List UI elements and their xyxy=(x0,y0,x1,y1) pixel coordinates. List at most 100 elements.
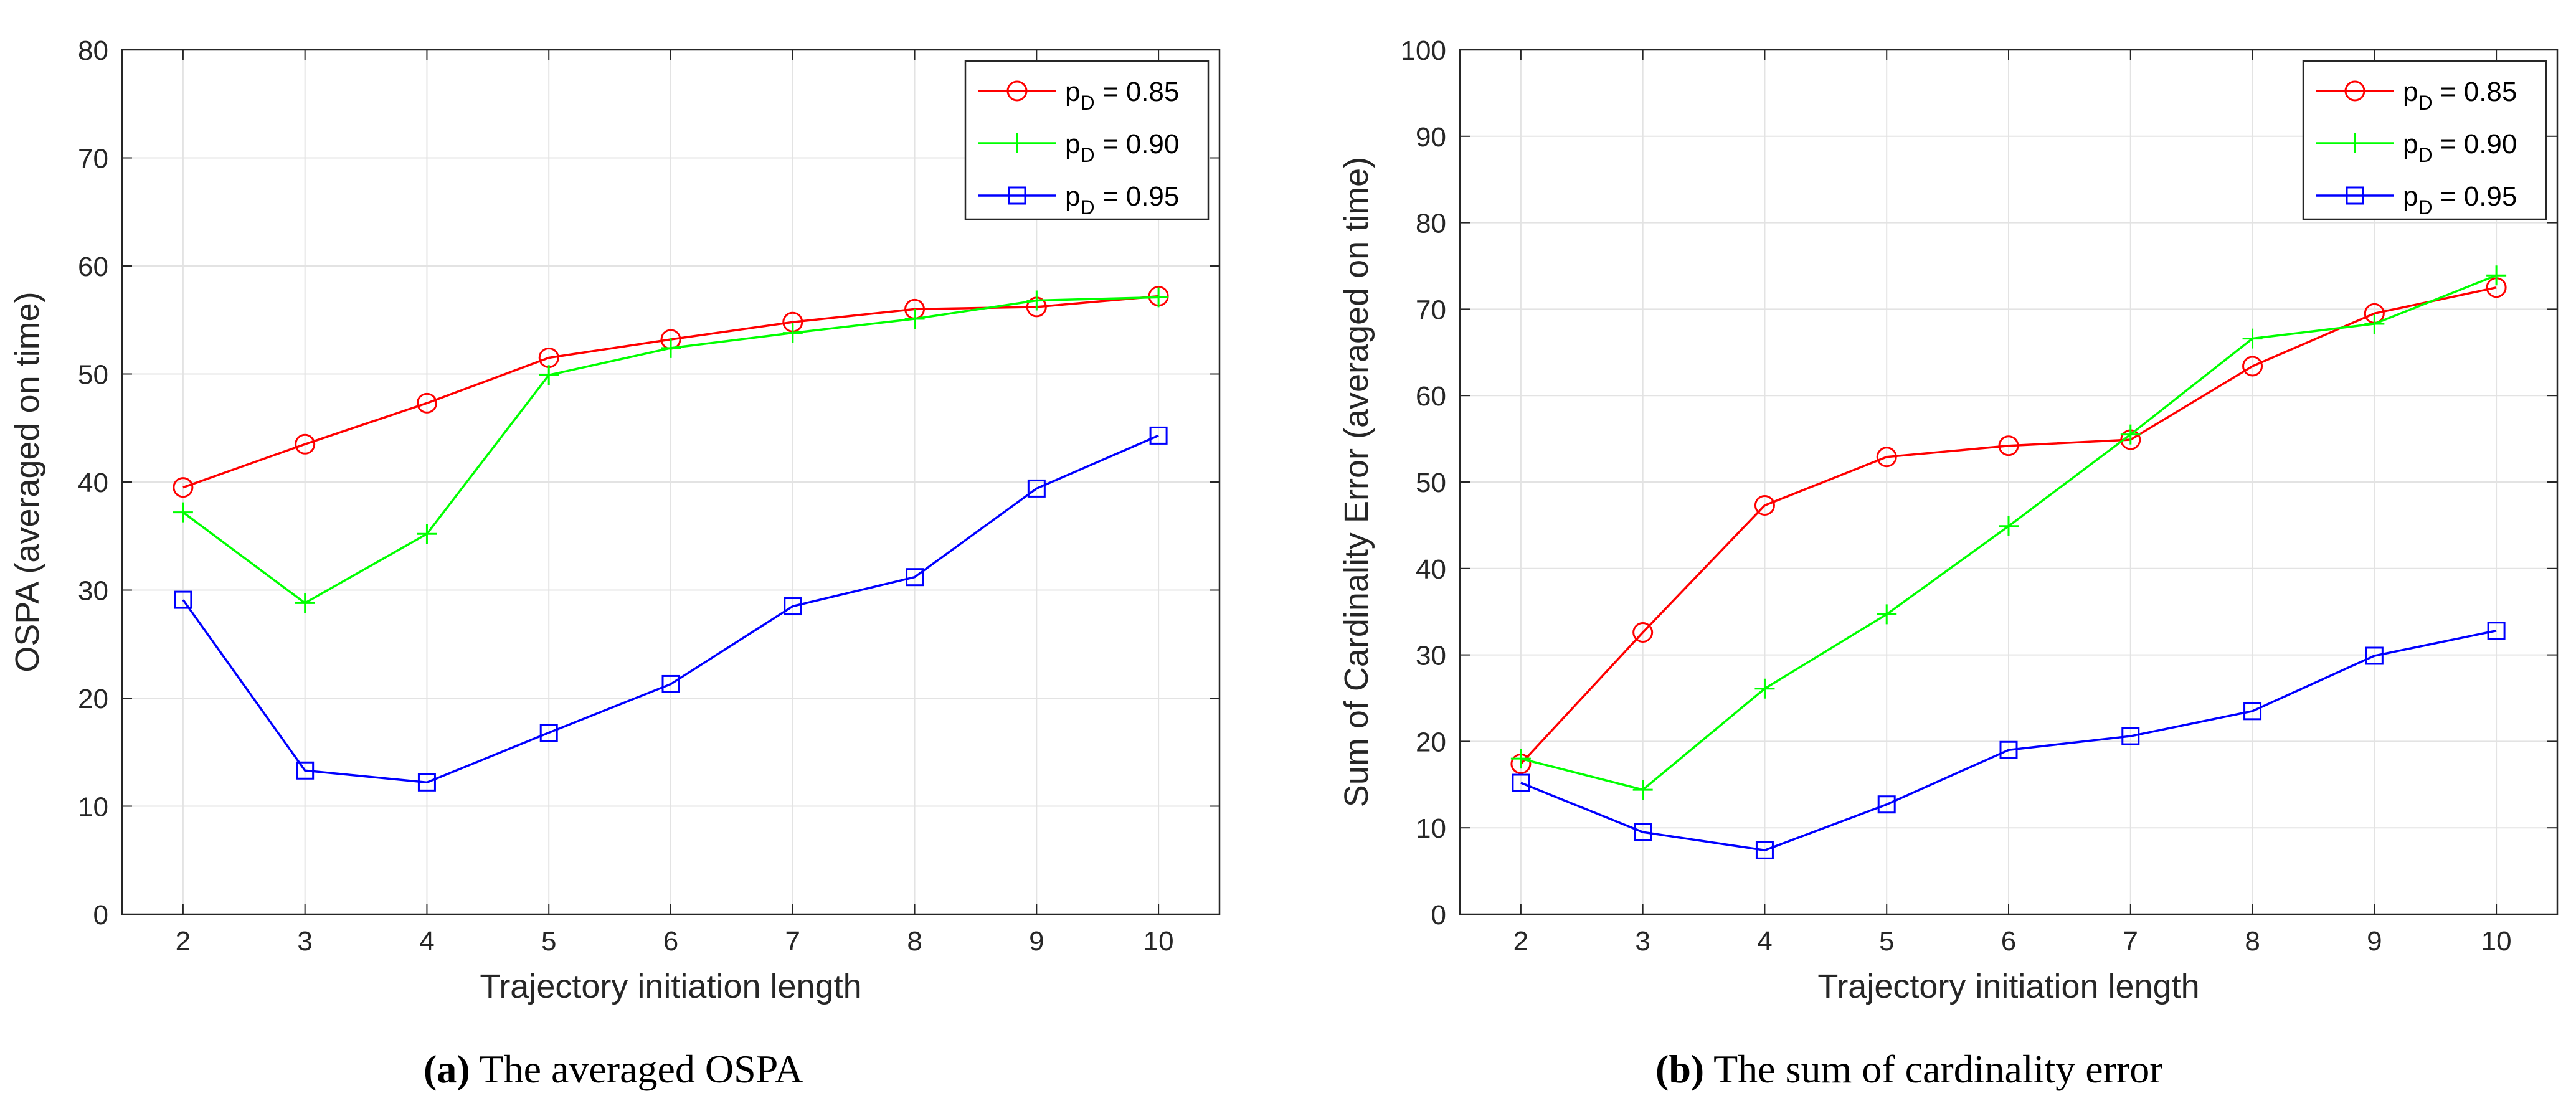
legend-marker-2 xyxy=(2346,186,2364,205)
series-1-point-7 xyxy=(1026,290,1047,311)
series-1-point-4 xyxy=(661,338,681,358)
y-tick-label-7: 70 xyxy=(78,144,108,174)
legend-label-2: pD = 0.95 xyxy=(1065,181,1179,219)
y-tick-label-5: 50 xyxy=(1416,468,1446,498)
legend-label-1: pD = 0.90 xyxy=(1065,129,1179,166)
series-2-point-5 xyxy=(2121,727,2140,745)
series-2 xyxy=(1512,622,2506,859)
series-2-line xyxy=(1520,630,2497,852)
caption-a-tag: (a) xyxy=(424,1047,470,1091)
series-1 xyxy=(173,287,1169,613)
series-2-point-4 xyxy=(1999,740,2018,759)
legend-marker-0 xyxy=(1006,80,1028,102)
legend: pD = 0.85 pD = 0.90 pD = 0.95 xyxy=(2302,60,2547,220)
legend-box xyxy=(2302,60,2547,220)
legend-marker-1 xyxy=(1007,133,1027,153)
y-tick-label-3: 30 xyxy=(78,576,108,607)
series-2-point-7 xyxy=(1027,479,1046,498)
series-2-line xyxy=(182,434,1159,784)
y-tick-label-9: 90 xyxy=(1416,122,1446,153)
x-tick-label-2: 4 xyxy=(419,926,434,957)
legend-marker-2 xyxy=(1008,186,1026,205)
y-axis-label: Sum of Cardinality Error (averaged on ti… xyxy=(1338,157,1375,807)
series-2 xyxy=(174,426,1168,792)
series-2-point-6 xyxy=(2243,702,2262,721)
series-2-point-5 xyxy=(784,597,802,616)
caption-b-tag: (b) xyxy=(1655,1047,1705,1091)
x-tick-label-5: 7 xyxy=(785,926,800,957)
series-2-point-3 xyxy=(539,724,558,742)
series-1-point-8 xyxy=(2486,265,2507,286)
y-tick-label-5: 50 xyxy=(78,360,108,390)
legend-box xyxy=(964,60,1210,220)
legend-marker-1 xyxy=(2345,133,2365,153)
caption-b-text: The sum of cardinality error xyxy=(1713,1047,2163,1091)
series-1-point-6 xyxy=(2242,328,2263,349)
series-2-point-3 xyxy=(1877,795,1896,814)
y-tick-label-6: 60 xyxy=(78,252,108,282)
series-0-point-0 xyxy=(173,477,194,498)
y-axis-label: OSPA (averaged on time) xyxy=(9,291,46,672)
y-tick-label-0: 0 xyxy=(1431,900,1446,930)
series-2-point-4 xyxy=(661,674,680,693)
x-tick-label-7: 9 xyxy=(2367,926,2382,957)
x-tick-label-6: 8 xyxy=(907,926,922,957)
series-1-point-8 xyxy=(1148,287,1169,308)
x-tick-label-8: 10 xyxy=(1144,926,1174,957)
x-tick-label-3: 5 xyxy=(1879,926,1894,957)
series-1-point-5 xyxy=(782,323,803,343)
series-2-point-2 xyxy=(417,773,436,792)
series-0-point-6 xyxy=(2242,356,2263,377)
legend: pD = 0.85 pD = 0.90 pD = 0.95 xyxy=(964,60,1210,220)
y-tick-label-8: 80 xyxy=(78,35,108,66)
x-tick-label-0: 2 xyxy=(176,926,191,957)
y-tick-label-2: 20 xyxy=(78,684,108,714)
y-tick-label-7: 70 xyxy=(1416,295,1446,325)
series-0-point-1 xyxy=(295,433,316,455)
series-1-point-3 xyxy=(539,365,559,385)
series-1-point-2 xyxy=(417,524,437,544)
chart-0: 2 3 4 5 6 7 8 9 10 0 10 20 30 40 50 60 70 80 Trajectory in… xyxy=(9,35,1221,1005)
caption-a: (a) The averaged OSPA xyxy=(424,1046,803,1092)
series-1-point-0 xyxy=(1510,749,1531,769)
legend-label-0: pD = 0.85 xyxy=(2403,77,2517,114)
series-1-point-0 xyxy=(173,502,193,523)
y-tick-label-3: 30 xyxy=(1416,641,1446,671)
legend-marker-0 xyxy=(2344,80,2365,102)
x-tick-label-0: 2 xyxy=(1513,926,1528,957)
series-2-point-0 xyxy=(174,590,192,609)
chart-1: 2 3 4 5 6 7 8 9 100102030405060708090100Trajecto… xyxy=(1338,35,2559,1005)
series-1-point-5 xyxy=(2120,424,2141,445)
x-axis-label: Trajectory initiation length xyxy=(1817,968,2199,1005)
series-0-point-2 xyxy=(416,392,437,414)
series-0-line xyxy=(1520,286,2497,765)
series-2-point-1 xyxy=(296,761,315,780)
x-tick-label-4: 6 xyxy=(663,926,678,957)
series-1-point-7 xyxy=(2364,313,2385,334)
series-2-point-2 xyxy=(1755,841,1774,859)
series-2-point-8 xyxy=(1149,426,1168,445)
caption-b: (b) The sum of cardinality error xyxy=(1655,1046,2163,1092)
series-1-point-3 xyxy=(1877,604,1897,625)
series-1-point-4 xyxy=(1999,516,2019,536)
series-2-point-7 xyxy=(2365,646,2384,665)
series-0-point-3 xyxy=(1876,447,1897,468)
x-tick-label-1: 3 xyxy=(1635,926,1650,957)
y-tick-label-4: 40 xyxy=(1416,554,1446,585)
series-0-point-2 xyxy=(1754,494,1775,516)
x-tick-label-8: 10 xyxy=(2481,926,2512,957)
y-tick-label-0: 0 xyxy=(93,900,108,930)
x-tick-label-7: 9 xyxy=(1029,926,1044,957)
y-tick-label-2: 20 xyxy=(1416,727,1446,757)
x-tick-label-2: 4 xyxy=(1757,926,1772,957)
series-1-point-2 xyxy=(1754,678,1775,699)
y-tick-label-1: 10 xyxy=(1416,813,1446,844)
y-tick-label-8: 80 xyxy=(1416,209,1446,239)
series-0-point-4 xyxy=(1998,435,2019,456)
x-tick-label-5: 7 xyxy=(2123,926,2138,957)
axes-box xyxy=(121,49,1221,915)
x-tick-label-6: 8 xyxy=(2245,926,2260,957)
series-1 xyxy=(1510,265,2507,800)
series-1-point-1 xyxy=(295,593,315,613)
